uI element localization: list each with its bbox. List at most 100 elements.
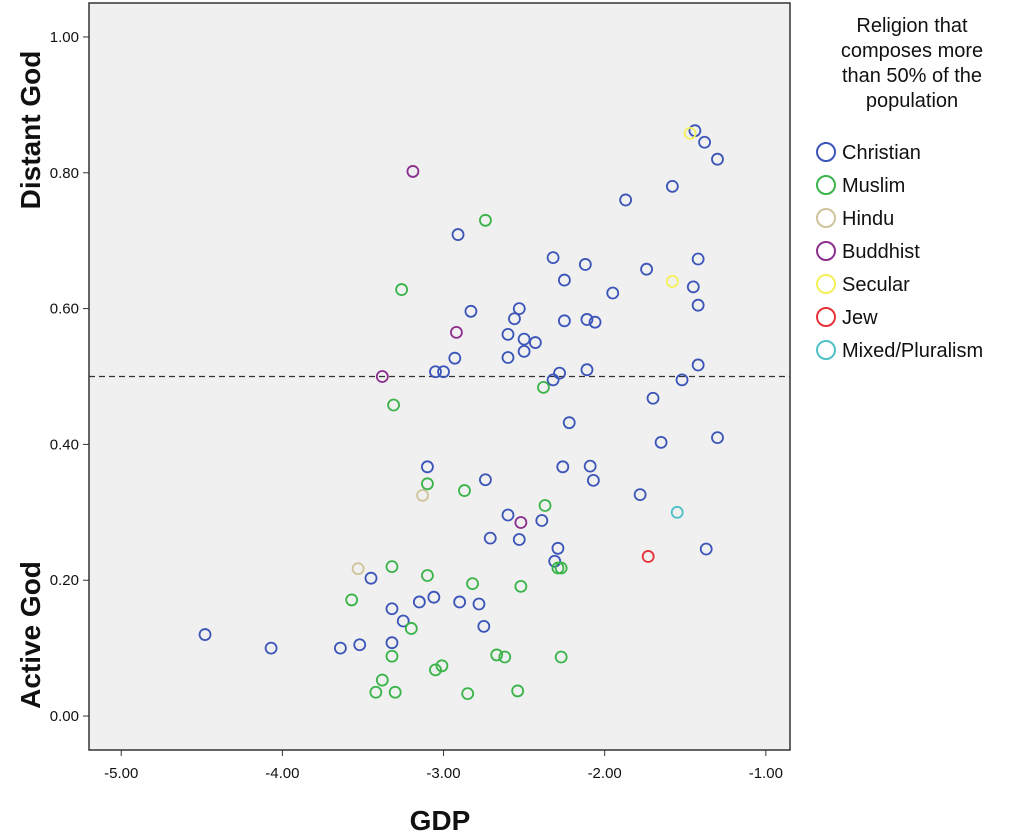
point-christian [633, 488, 647, 502]
legend-label-muslim: Muslim [842, 175, 905, 197]
x-axis: -5.00 -4.00 -3.00 -2.00 -1.00 [104, 750, 783, 782]
y-tick-label: 1.00 [50, 29, 79, 46]
point-muslim [458, 484, 471, 497]
point-christian [588, 315, 602, 329]
legend-title-line: composes more [841, 40, 983, 62]
point-christian [578, 258, 592, 271]
point-muslim [538, 499, 552, 512]
point-christian [477, 620, 491, 633]
point-christian [557, 314, 571, 328]
point-christian [517, 332, 531, 346]
point-muslim [498, 650, 512, 664]
point-muslim [387, 398, 400, 412]
point-christian [546, 251, 560, 265]
point-christian [501, 327, 515, 341]
point-hindu [416, 488, 429, 502]
point-christian [535, 514, 549, 527]
point-christian [580, 363, 594, 377]
point-christian [385, 602, 399, 616]
point-buddhist [450, 325, 463, 339]
point-christian [553, 366, 566, 380]
point-christian [580, 313, 594, 326]
y-axis-title-active: Active God [15, 561, 46, 709]
point-christian [606, 286, 620, 300]
legend: Religion that composes more than 50% of … [816, 15, 983, 362]
point-christian [691, 252, 705, 266]
point-muslim [514, 579, 528, 593]
data-points [198, 124, 724, 701]
point-buddhist [406, 165, 420, 178]
point-muslim [345, 593, 359, 607]
point-christian [333, 641, 347, 655]
legend-marker-mixed-pluralism [816, 340, 836, 360]
point-christian [654, 435, 668, 449]
point-muslim [385, 649, 399, 663]
point-muslim [421, 569, 434, 582]
point-christian [691, 358, 705, 372]
point-muslim [479, 213, 492, 227]
legend-title-line: population [866, 90, 958, 112]
legend-label-hindu: Hindu [842, 208, 894, 230]
point-muslim [554, 561, 568, 575]
point-christian [711, 431, 724, 445]
point-christian [583, 459, 597, 473]
point-muslim [395, 283, 409, 296]
point-christian [412, 595, 426, 609]
x-tick-label: -2.00 [588, 765, 622, 782]
point-christian [396, 614, 410, 628]
legend-title-line: than 50% of the [842, 65, 982, 87]
legend-label-buddhist: Buddhist [842, 241, 920, 263]
point-christian [479, 473, 492, 487]
x-tick-label: -5.00 [104, 765, 138, 782]
point-christian [691, 298, 705, 312]
legend-label-christian: Christian [842, 142, 921, 164]
point-mixed-pluralism [670, 505, 684, 519]
legend-marker-christian [816, 142, 836, 162]
point-jew [641, 550, 655, 563]
point-christian [512, 533, 526, 546]
point-muslim [490, 648, 504, 662]
legend-marker-buddhist [816, 241, 836, 261]
y-tick-label: 0.60 [50, 301, 79, 318]
point-christian [698, 135, 711, 149]
point-christian [198, 628, 212, 641]
point-christian [264, 641, 278, 655]
point-christian [548, 554, 562, 568]
point-christian [385, 636, 399, 650]
point-muslim [511, 684, 525, 698]
x-axis-title: GDP [410, 805, 471, 836]
legend-marker-hindu [816, 208, 836, 228]
point-muslim [429, 663, 442, 677]
point-christian [448, 351, 462, 365]
point-christian [619, 193, 633, 207]
point-muslim [388, 685, 402, 699]
legend-marker-secular [816, 274, 836, 294]
point-christian [501, 508, 515, 522]
point-muslim [461, 687, 475, 701]
point-christian [501, 351, 515, 364]
legend-label-jew: Jew [842, 307, 878, 329]
point-muslim [375, 673, 389, 687]
point-christian [508, 312, 521, 326]
point-christian [675, 373, 689, 387]
point-christian [427, 590, 441, 604]
y-tick-label: 0.40 [50, 436, 79, 453]
point-christian [586, 474, 600, 487]
point-muslim [369, 685, 383, 699]
point-christian [686, 280, 700, 294]
point-christian [646, 391, 660, 405]
point-secular [683, 126, 697, 140]
y-tick-label: 0.20 [50, 572, 79, 589]
point-christian [556, 460, 570, 474]
point-buddhist [514, 516, 528, 529]
point-christian [451, 228, 465, 241]
legend-label-mixed-pluralism: Mixed/Pluralism [842, 340, 983, 362]
point-christian [437, 365, 450, 379]
point-christian [640, 262, 653, 276]
point-christian [364, 571, 378, 585]
legend-title-line: Religion that [856, 15, 968, 37]
point-christian [464, 304, 478, 318]
point-christian [562, 416, 576, 430]
point-christian [517, 344, 531, 358]
